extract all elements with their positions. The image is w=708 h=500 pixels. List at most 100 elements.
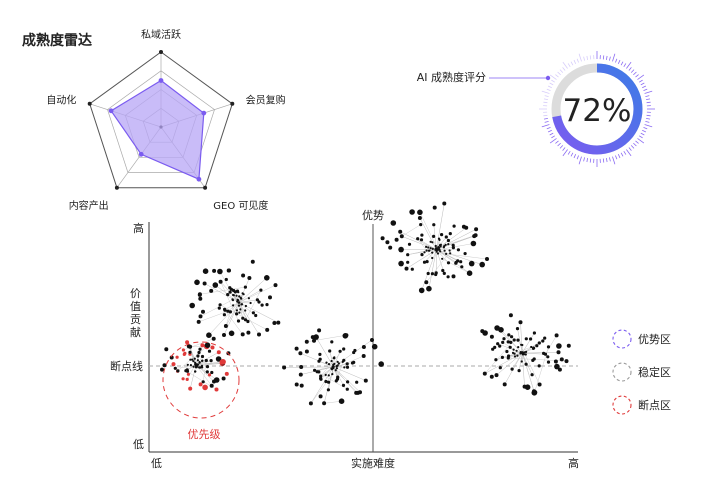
gauge-tick: [626, 61, 632, 69]
cluster-node: [331, 373, 334, 376]
cluster-node: [324, 373, 327, 376]
cluster-node: [221, 376, 226, 381]
cluster-node: [430, 272, 434, 276]
cluster-node: [345, 387, 349, 391]
cluster-node: [508, 313, 513, 318]
cluster-node: [429, 240, 432, 243]
cluster-node: [265, 327, 270, 332]
gauge-tick: [609, 56, 611, 61]
cluster-link: [333, 366, 366, 381]
cluster-node: [522, 384, 527, 389]
gauge-tick: [615, 58, 618, 63]
cluster-node: [535, 344, 539, 348]
cluster-node: [404, 266, 409, 271]
cluster-node: [438, 238, 441, 241]
cluster-node: [243, 318, 248, 322]
score-gauge: 72% AI 成熟度评分: [417, 51, 655, 167]
cluster-node: [410, 267, 414, 271]
cluster-node: [494, 325, 500, 331]
cluster-node: [202, 268, 209, 275]
cluster-node: [480, 329, 485, 334]
cluster-link: [239, 299, 258, 303]
cluster-node: [324, 379, 328, 384]
cluster-node: [162, 363, 167, 368]
cluster-link: [436, 249, 449, 263]
cluster-node: [515, 349, 518, 352]
gauge-tick: [642, 85, 647, 89]
cluster-node: [420, 233, 424, 237]
cluster-node: [446, 261, 451, 265]
radar-point: [158, 78, 164, 83]
cluster-node: [249, 301, 252, 305]
cluster-node: [537, 382, 542, 387]
cluster-node: [273, 283, 278, 288]
cluster-node: [308, 401, 313, 406]
cluster-node: [171, 362, 176, 367]
cluster-node: [517, 369, 521, 373]
cluster-node: [473, 233, 478, 238]
cluster-node: [564, 359, 569, 364]
y-title-1: 价: [130, 287, 141, 300]
cluster-node: [264, 275, 270, 281]
cluster-node: [327, 380, 331, 384]
cluster-node: [240, 303, 243, 306]
cluster-link: [419, 212, 438, 250]
legend-marker: [612, 395, 632, 415]
cluster-node: [512, 348, 515, 351]
cluster-node: [463, 252, 467, 256]
cluster: [480, 313, 571, 396]
cluster-node: [217, 268, 223, 275]
cluster-node: [529, 337, 533, 341]
cluster-node: [181, 377, 185, 381]
cluster-node: [197, 350, 201, 355]
cluster-node: [239, 308, 242, 311]
cluster-link: [333, 366, 357, 394]
cluster-node: [326, 388, 330, 392]
cluster-node: [185, 377, 189, 381]
cluster-link: [426, 247, 454, 283]
gauge-tick: [549, 74, 557, 80]
cluster-node: [207, 373, 212, 377]
cluster-link: [496, 352, 523, 376]
cluster-node: [235, 294, 238, 297]
cluster-node: [519, 352, 522, 355]
cluster-node: [276, 320, 281, 325]
cluster-link: [310, 366, 334, 404]
cluster-node: [317, 328, 322, 333]
cluster-node: [406, 253, 410, 257]
cluster-node: [332, 365, 335, 368]
cluster-node: [352, 360, 356, 364]
cluster-node: [341, 383, 346, 387]
gauge-tick: [645, 121, 650, 123]
cluster-node: [231, 299, 235, 302]
gauge-tick: [562, 147, 566, 151]
cluster-node: [272, 321, 277, 325]
cluster-node: [318, 352, 322, 356]
gauge-tick: [559, 145, 564, 149]
cluster-node: [260, 303, 264, 307]
cluster-link: [239, 302, 251, 304]
cluster-node: [198, 382, 203, 387]
cluster-node: [282, 365, 287, 370]
gauge-tick: [646, 114, 651, 117]
cluster-link: [202, 360, 207, 382]
cluster-node: [554, 333, 559, 338]
cluster-node: [212, 282, 219, 288]
cluster-node: [532, 389, 536, 394]
cluster-node: [429, 247, 432, 250]
cluster-link: [238, 302, 249, 322]
cluster-node: [505, 349, 509, 354]
radar-area: [110, 79, 205, 181]
cluster-node: [240, 297, 243, 300]
cluster-node: [388, 245, 393, 250]
gauge-tick: [628, 67, 632, 71]
cluster-node: [222, 313, 226, 317]
cluster-node: [202, 384, 208, 391]
cluster-node: [522, 353, 526, 356]
cluster-node: [423, 251, 426, 254]
cluster-node: [198, 296, 203, 301]
cluster-node: [192, 360, 195, 363]
gauge-tick: [602, 55, 605, 60]
cluster-node: [338, 349, 342, 353]
